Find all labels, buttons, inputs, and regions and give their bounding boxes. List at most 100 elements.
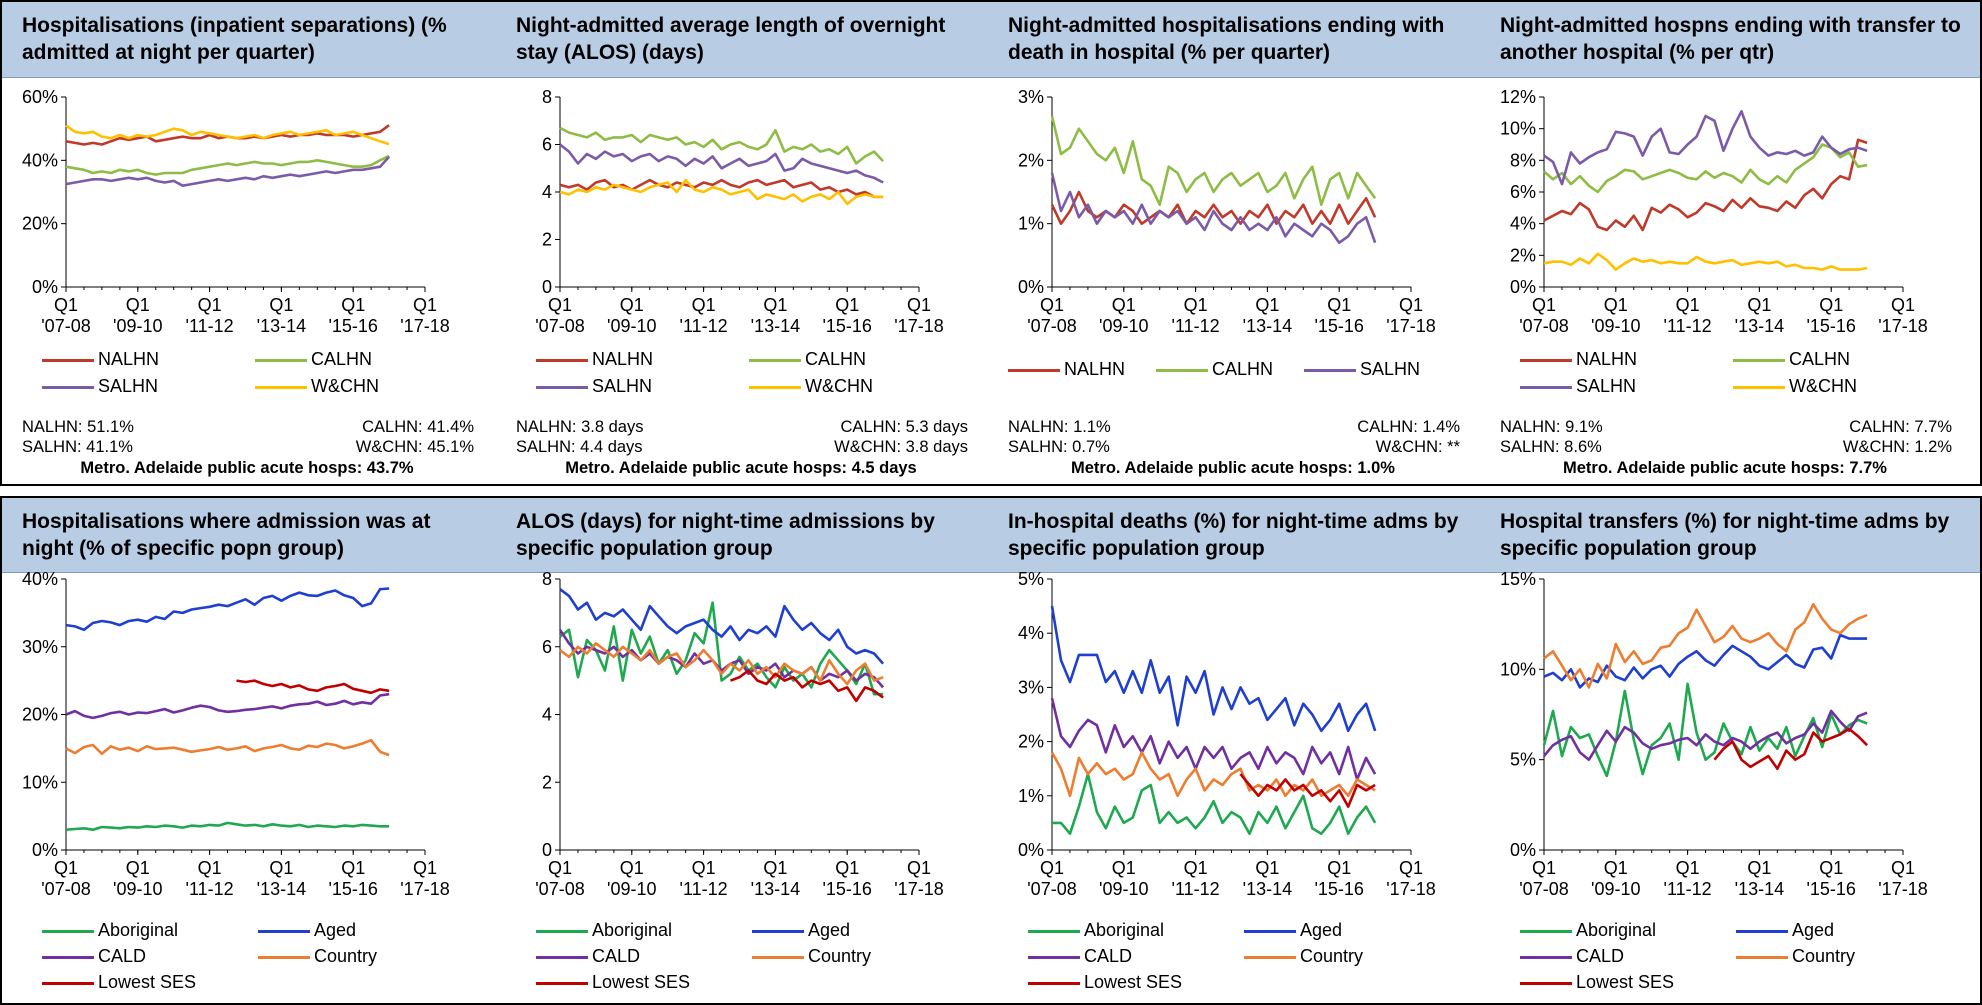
legend-item: NALHN — [1008, 359, 1125, 379]
legend-swatch — [1028, 955, 1080, 959]
x-tick-label: '17-18 — [1386, 879, 1435, 899]
legend-label: W&CHN — [805, 376, 873, 396]
chart-title: Hospitalisations where admission was at … — [22, 510, 431, 560]
legend-swatch — [536, 358, 588, 362]
series-line-lowest-ses — [1239, 773, 1376, 808]
x-tick-label: Q1 — [54, 295, 78, 315]
legend-label: Aged — [1792, 920, 1835, 940]
legend-label: Aged — [808, 920, 851, 940]
legend-swatch — [258, 955, 310, 959]
legend-item: CALHN — [1156, 359, 1273, 379]
legend-label: Aboriginal — [98, 920, 179, 940]
legend-item: Lowest SES — [536, 972, 690, 992]
series-line-aboriginal — [65, 821, 390, 831]
legend-swatch — [42, 955, 94, 959]
chart-panel-5: Hospitalisations where admission was at … — [0, 496, 494, 1005]
chart-plot: 02468Q1'07-08Q1'09-10Q1'11-12Q1'13-14Q1'… — [535, 569, 943, 899]
legend-item: CALHN — [255, 349, 372, 369]
x-tick-label: Q1 — [198, 295, 222, 315]
y-tick-label: 3% — [1018, 677, 1044, 697]
series-line-aged — [65, 587, 390, 632]
x-tick-label: '13-14 — [257, 316, 306, 336]
x-tick-label: Q1 — [1891, 295, 1915, 315]
legend-item: Aboriginal — [1520, 920, 1656, 940]
y-tick-label: 0 — [542, 840, 552, 860]
x-tick-label: Q1 — [620, 858, 644, 878]
legend-swatch — [749, 358, 801, 362]
series-line-country — [65, 738, 390, 757]
y-tick-label: 4 — [542, 705, 552, 725]
x-tick-label: '09-10 — [1099, 316, 1148, 336]
y-tick-label: 5% — [1510, 750, 1536, 770]
y-tick-label: 0% — [1510, 840, 1536, 860]
legend-swatch — [536, 385, 588, 389]
legend-label: NALHN — [1064, 359, 1126, 379]
x-tick-label: Q1 — [126, 858, 150, 878]
legend-label: CALHN — [805, 349, 867, 369]
legend-swatch — [1008, 368, 1060, 372]
series-line-salhn — [1050, 172, 1377, 244]
series-line-aboriginal — [1542, 682, 1868, 778]
legend-label: CALHN — [1212, 359, 1274, 379]
summary-value: W&CHN: ** — [1375, 438, 1460, 456]
legend-swatch — [536, 955, 588, 959]
legend-label: Country — [1792, 946, 1856, 966]
x-tick-label: '15-16 — [328, 879, 377, 899]
x-tick-label: '09-10 — [607, 316, 656, 336]
x-tick-label: Q1 — [1112, 295, 1136, 315]
x-tick-label: '07-08 — [1027, 316, 1076, 336]
x-tick-label: '17-18 — [1386, 316, 1435, 336]
legend-label: Country — [808, 946, 872, 966]
series-line-nalhn — [1543, 138, 1868, 232]
legend-swatch — [1520, 385, 1572, 389]
series-line-calhn — [559, 126, 885, 165]
legend-label: CALHN — [1789, 349, 1851, 369]
legend-label: W&CHN — [311, 376, 379, 396]
series-line-cald — [1050, 697, 1377, 781]
x-tick-label: Q1 — [835, 858, 859, 878]
legend-swatch — [1736, 929, 1788, 933]
x-tick-label: '09-10 — [1099, 879, 1148, 899]
legend-swatch — [536, 929, 588, 933]
x-tick-label: Q1 — [269, 295, 293, 315]
series-line-cald — [65, 692, 390, 720]
x-tick-label: '11-12 — [1664, 879, 1712, 899]
series-line-nalhn — [559, 178, 884, 199]
legend-label: SALHN — [592, 376, 653, 396]
legend-swatch — [536, 981, 588, 985]
legend-item: SALHN — [536, 376, 652, 396]
x-tick-label: Q1 — [1604, 295, 1628, 315]
legend-swatch — [1244, 955, 1296, 959]
legend-label: CALD — [98, 946, 147, 966]
top-row-frame — [0, 0, 1982, 486]
x-tick-label: Q1 — [1819, 295, 1843, 315]
legend-swatch — [749, 385, 801, 389]
y-tick-label: 0% — [1510, 277, 1536, 297]
chart-panel-1: Hospitalisations (inpatient separations)… — [0, 0, 494, 486]
chart-title: Hospital transfers (%) for night-time ad… — [1500, 510, 1950, 560]
legend-item: NALHN — [536, 349, 653, 369]
chart-plot: 0%5%10%15%Q1'07-08Q1'09-10Q1'11-12Q1'13-… — [1500, 569, 1928, 899]
y-tick-label: 30% — [22, 637, 58, 657]
x-tick-label: Q1 — [1255, 295, 1279, 315]
y-tick-label: 10% — [1500, 659, 1536, 679]
legend-label: SALHN — [1576, 376, 1637, 396]
legend-item: NALHN — [1520, 349, 1637, 369]
y-tick-label: 0% — [1018, 840, 1044, 860]
x-tick-label: '13-14 — [751, 316, 800, 336]
legend-item: W&CHN — [1733, 376, 1857, 396]
legend-swatch — [42, 981, 94, 985]
legend-item: SALHN — [42, 376, 158, 396]
series-line-aged — [559, 588, 885, 665]
series-line-aged — [1543, 633, 1868, 689]
y-tick-label: 4% — [1018, 623, 1044, 643]
legend-label: Lowest SES — [1576, 972, 1675, 992]
y-tick-label: 0% — [1018, 277, 1044, 297]
y-tick-label: 8 — [542, 569, 552, 589]
bottom-row-header-band — [0, 496, 1982, 573]
series-line-lowest-ses — [236, 679, 390, 695]
y-tick-label: 1% — [1018, 786, 1044, 806]
x-tick-label: '07-08 — [1519, 879, 1568, 899]
series-line-aboriginal — [559, 601, 884, 696]
legend-label: Aboriginal — [1576, 920, 1657, 940]
